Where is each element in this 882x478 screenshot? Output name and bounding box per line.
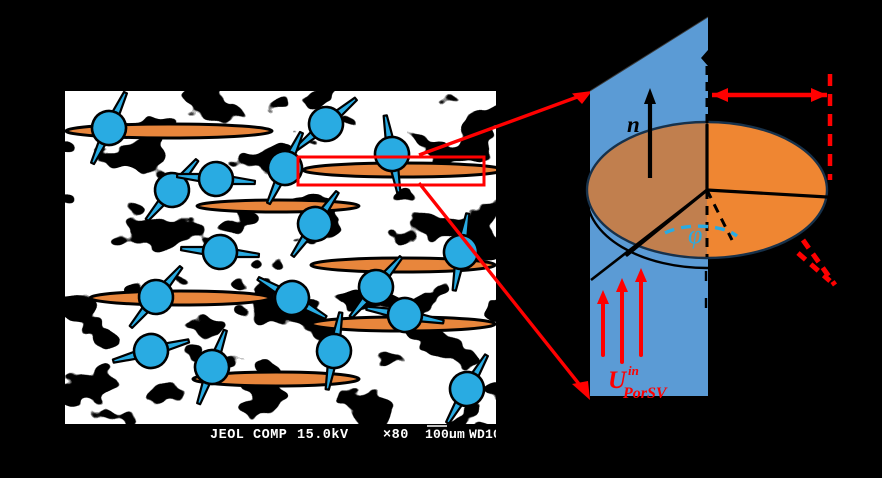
svg-text:n: n xyxy=(627,112,640,137)
svg-text:WD10.5: WD10.5 xyxy=(469,427,498,440)
svg-text:PorSV: PorSV xyxy=(622,385,668,402)
svg-text:100µm: 100µm xyxy=(425,427,465,440)
svg-text:15.0kV: 15.0kV xyxy=(297,428,349,440)
svg-text:in: in xyxy=(628,363,639,378)
svg-text:φ: φ xyxy=(688,220,702,249)
svg-text:×80: ×80 xyxy=(383,428,409,440)
svg-text:JEOL COMP: JEOL COMP xyxy=(210,428,287,440)
